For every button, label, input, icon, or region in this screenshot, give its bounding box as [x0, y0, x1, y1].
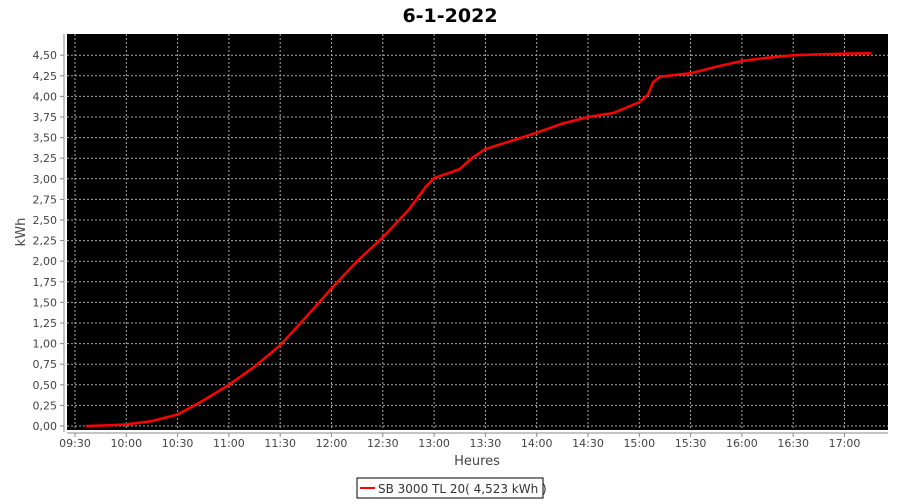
y-tick-label: 3,25 — [33, 152, 58, 165]
y-tick-label: 2,00 — [33, 255, 58, 268]
x-tick-label: 12:00 — [316, 437, 348, 450]
data-point — [432, 176, 436, 180]
data-point — [740, 59, 744, 63]
x-tick-label: 16:00 — [726, 437, 758, 450]
data-point — [646, 93, 650, 97]
data-point — [253, 365, 256, 368]
x-tick-label: 10:00 — [110, 437, 142, 450]
data-point — [424, 185, 427, 189]
y-tick-label: 1,50 — [33, 296, 58, 309]
y-tick-label: 0,00 — [33, 420, 58, 433]
chart-title: 6-1-2022 — [402, 5, 497, 27]
data-point — [278, 343, 282, 347]
y-ticks: 0,00 0,25 0,50 0,75 1,00 1,25 1,50 1,75 2,00 2,25… — [33, 49, 64, 433]
data-point — [107, 423, 111, 427]
data-point — [651, 81, 655, 84]
data-point — [535, 131, 538, 134]
data-point — [586, 115, 590, 119]
y-tick-label: 3,75 — [33, 111, 58, 124]
x-tick-label: 16:30 — [777, 437, 809, 450]
y-tick-label: 2,50 — [33, 214, 58, 227]
data-point — [561, 122, 564, 125]
y-tick-label: 0,75 — [33, 358, 58, 371]
y-tick-label: 4,50 — [33, 49, 58, 62]
x-tick-label: 11:30 — [264, 437, 296, 450]
data-point — [304, 315, 308, 319]
x-axis-label: Heures — [454, 454, 500, 469]
data-point — [612, 111, 615, 115]
x-tick-label: 10:30 — [162, 437, 194, 450]
x-tick-label: 17:00 — [829, 437, 861, 450]
y-tick-label: 0,50 — [33, 379, 58, 392]
x-ticks: 09:30 10:00 10:30 11:00 11:30 12:00 12:30 13:00… — [59, 433, 860, 450]
y-tick-label: 2,75 — [33, 193, 58, 206]
legend: SB 3000 TL 20( 4,523 kWh ) — [356, 477, 547, 499]
y-tick-label: 4,00 — [33, 90, 58, 103]
data-point — [176, 413, 179, 416]
legend-box — [356, 477, 544, 499]
grid — [67, 34, 888, 430]
data-point — [714, 65, 718, 69]
data-point — [638, 100, 641, 104]
data-point — [449, 170, 453, 174]
x-tick-label: 11:00 — [213, 437, 245, 450]
plot-area — [67, 34, 888, 430]
x-tick-label: 12:30 — [367, 437, 399, 450]
data-point — [484, 147, 487, 151]
data-point — [125, 423, 128, 426]
data-point — [817, 53, 821, 56]
y-tick-label: 2,25 — [33, 235, 58, 248]
data-point — [509, 139, 513, 143]
x-tick-label: 15:00 — [623, 437, 655, 450]
data-point — [766, 56, 769, 59]
data-point — [689, 72, 692, 75]
data-point — [330, 287, 333, 290]
y-axis-label: kWh — [14, 218, 29, 247]
data-point — [658, 75, 662, 78]
x-tick-label: 09:30 — [59, 437, 91, 450]
data-point — [843, 52, 846, 55]
y-tick-label: 1,00 — [33, 338, 58, 351]
data-point — [868, 52, 872, 55]
y-tick-label: 0,25 — [33, 399, 58, 412]
x-tick-label: 13:30 — [470, 437, 502, 450]
y-tick-label: 3,50 — [33, 132, 58, 145]
data-point — [85, 424, 89, 428]
data-point — [381, 236, 385, 239]
series-group — [85, 52, 872, 428]
y-tick-label: 1,25 — [33, 317, 58, 330]
data-point — [470, 156, 474, 160]
data-point — [201, 399, 205, 402]
x-tick-label: 15:30 — [675, 437, 707, 450]
legend-label: SB 3000 TL 20( 4,523 kWh ) — [378, 482, 547, 496]
y-tick-label: 4,25 — [33, 70, 58, 83]
y-tick-label: 3,00 — [33, 173, 58, 186]
data-point — [458, 167, 462, 171]
data-point — [227, 383, 231, 387]
x-tick-label: 14:00 — [521, 437, 553, 450]
data-point — [407, 208, 410, 212]
y-tick-label: 1,75 — [33, 276, 58, 289]
x-tick-label: 13:00 — [418, 437, 450, 450]
data-point — [791, 53, 795, 57]
data-point — [355, 259, 359, 263]
x-tick-label: 14:30 — [572, 437, 604, 450]
data-point — [150, 419, 154, 423]
